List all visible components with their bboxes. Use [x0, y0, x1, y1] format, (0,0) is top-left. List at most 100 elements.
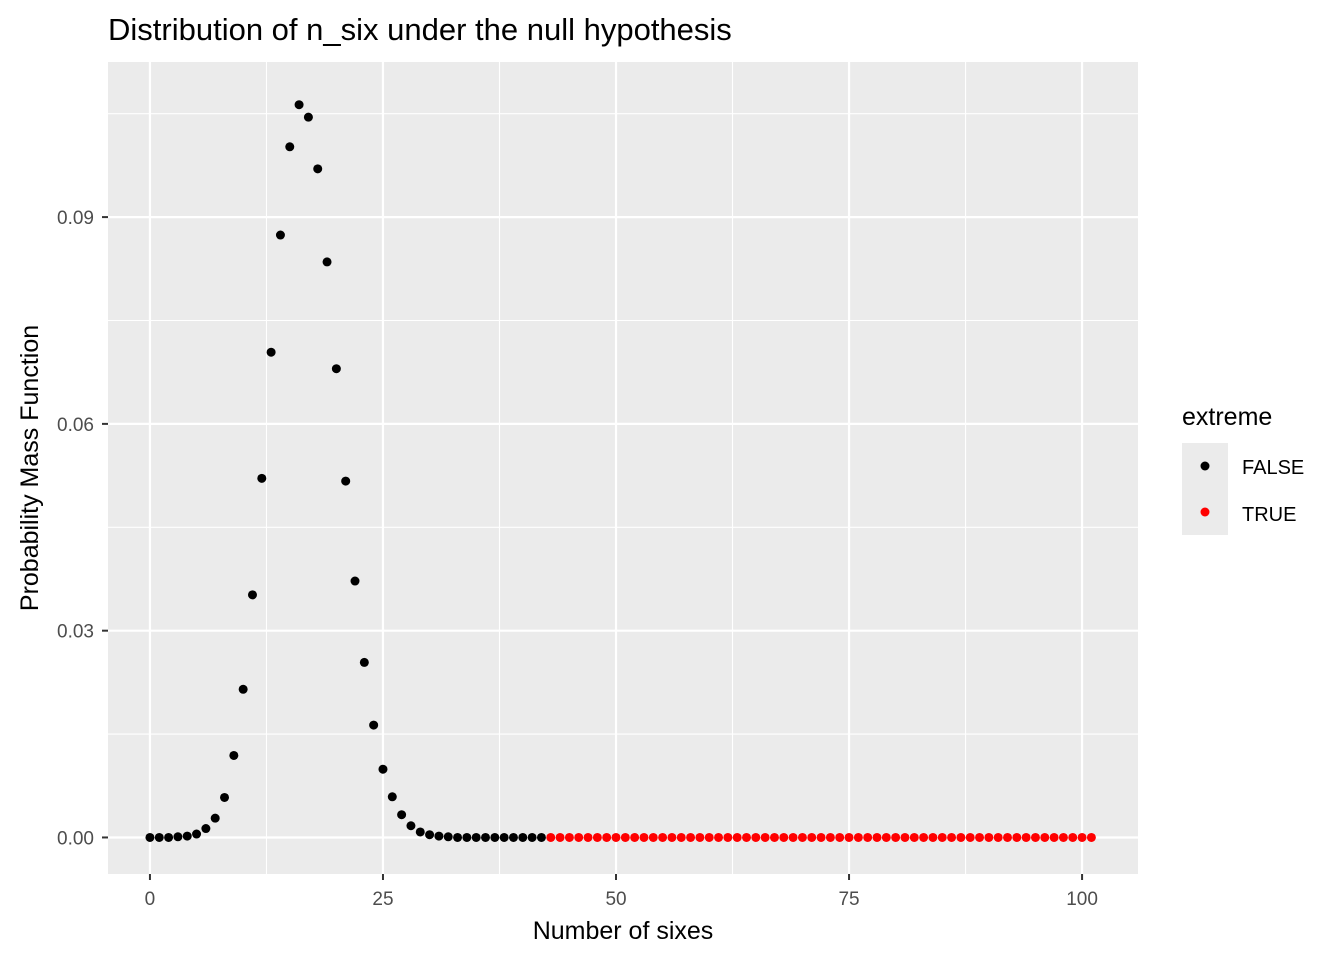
data-point-true [825, 832, 835, 842]
data-point-true [788, 832, 798, 842]
data-point-false [154, 832, 164, 842]
y-tick-label: 0.03 [57, 622, 94, 643]
data-point-false [359, 657, 369, 667]
data-point-true [965, 832, 975, 842]
data-point-true [564, 832, 574, 842]
data-point-false [182, 831, 192, 841]
data-point-true [1012, 832, 1022, 842]
data-point-true [602, 832, 612, 842]
data-point-true [863, 832, 873, 842]
data-point-true [807, 832, 817, 842]
data-point-true [1021, 832, 1031, 842]
data-point-false [369, 720, 379, 730]
x-tick-label: 25 [372, 889, 393, 910]
data-point-false [285, 142, 295, 152]
data-point-false [415, 827, 425, 837]
y-tick-label: 0.00 [57, 828, 94, 849]
data-point-false [220, 792, 230, 802]
data-point-true [723, 832, 733, 842]
data-point-true [769, 832, 779, 842]
data-point-false [341, 476, 351, 486]
data-point-true [695, 832, 705, 842]
data-point-false [294, 100, 304, 110]
data-point-false [173, 832, 183, 842]
legend-label-true: TRUE [1242, 504, 1296, 526]
x-tick-label: 50 [605, 889, 626, 910]
data-point-false [518, 832, 528, 842]
data-point-false [490, 832, 500, 842]
data-point-true [1003, 832, 1013, 842]
y-tick-label: 0.09 [57, 208, 94, 229]
data-point-true [732, 832, 742, 842]
data-points [145, 100, 1096, 842]
data-point-false [145, 832, 155, 842]
data-point-false [443, 832, 453, 842]
data-point-true [919, 832, 929, 842]
data-point-true [583, 832, 593, 842]
data-point-true [853, 832, 863, 842]
data-point-true [872, 832, 882, 842]
data-point-true [816, 832, 826, 842]
data-point-false [266, 347, 276, 357]
data-point-false [350, 576, 360, 586]
data-point-true [704, 832, 714, 842]
data-point-true [1086, 832, 1096, 842]
data-point-true [1049, 832, 1059, 842]
data-point-false [453, 832, 463, 842]
data-point-false [462, 832, 472, 842]
data-point-true [779, 832, 789, 842]
data-point-true [714, 832, 724, 842]
data-point-false [425, 830, 435, 840]
data-point-true [1077, 832, 1087, 842]
data-point-true [937, 832, 947, 842]
data-point-false [406, 821, 416, 831]
data-point-false [508, 832, 518, 842]
data-point-true [947, 832, 957, 842]
y-axis-title: Probability Mass Function [16, 325, 44, 611]
data-point-false [238, 684, 248, 694]
data-point-false [527, 832, 537, 842]
x-tick-label: 0 [145, 889, 156, 910]
legend-marker-true [1200, 507, 1210, 517]
data-point-false [229, 750, 239, 760]
data-point-false [481, 832, 491, 842]
legend-marker-false [1200, 461, 1210, 471]
data-point-true [546, 832, 556, 842]
data-point-true [742, 832, 752, 842]
x-axis-title: Number of sixes [533, 917, 714, 945]
data-point-false [201, 824, 211, 834]
data-point-true [639, 832, 649, 842]
data-point-true [620, 832, 630, 842]
legend: extreme FALSE TRUE [1182, 403, 1304, 535]
grid-minor [108, 62, 1138, 874]
data-point-true [835, 832, 845, 842]
data-point-false [192, 829, 202, 839]
data-point-true [686, 832, 696, 842]
data-point-true [1030, 832, 1040, 842]
data-point-true [611, 832, 621, 842]
data-point-true [984, 832, 994, 842]
data-point-true [658, 832, 668, 842]
data-point-true [891, 832, 901, 842]
data-point-true [760, 832, 770, 842]
legend-title: extreme [1182, 403, 1272, 431]
data-point-true [555, 832, 565, 842]
data-point-false [210, 813, 220, 823]
data-point-true [648, 832, 658, 842]
data-point-true [928, 832, 938, 842]
data-point-false [313, 164, 323, 174]
data-point-false [322, 257, 332, 267]
legend-label-false: FALSE [1242, 457, 1304, 479]
data-point-true [676, 832, 686, 842]
data-point-true [909, 832, 919, 842]
data-point-false [331, 364, 341, 374]
data-point-true [844, 832, 854, 842]
x-axis: 0 25 50 75 100 [145, 874, 1098, 910]
x-tick-label: 75 [838, 889, 859, 910]
data-point-false [471, 832, 481, 842]
x-tick-label: 100 [1066, 889, 1098, 910]
data-point-false [257, 473, 267, 483]
data-point-false [397, 810, 407, 820]
data-point-true [993, 832, 1003, 842]
